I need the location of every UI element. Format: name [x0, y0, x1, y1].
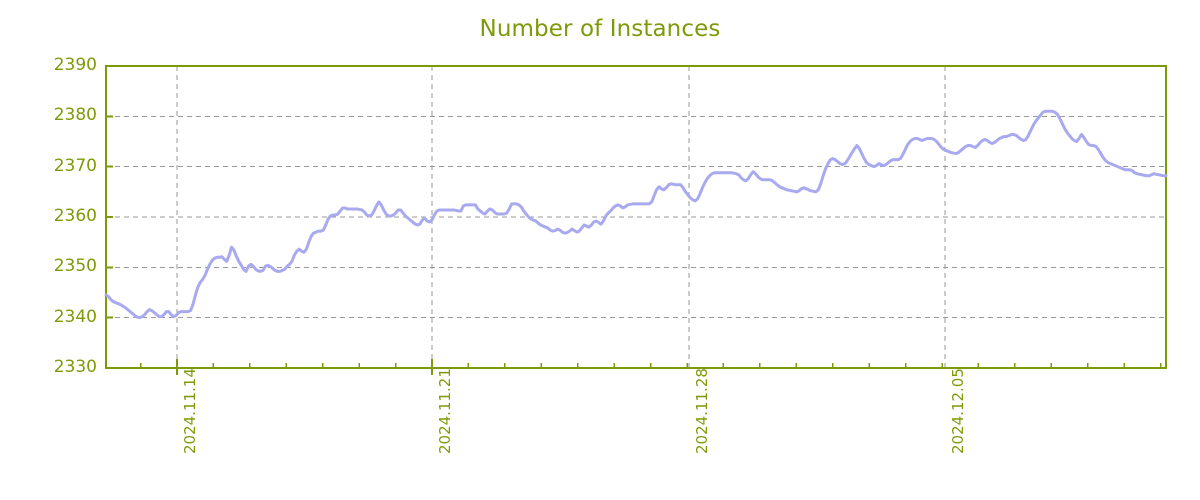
axis-frame: [105, 65, 1167, 369]
data-line: [104, 109, 1168, 320]
y-axis-tick-label: 2370: [53, 155, 97, 176]
plot-frame: [105, 65, 1167, 369]
x-axis-tick-label: 2024.11.21: [436, 368, 454, 454]
x-axis-tick-label: 2024.11.14: [181, 368, 199, 454]
y-axis-tick-label: 2380: [53, 105, 97, 126]
y-axis-tick-label: 2360: [53, 206, 97, 226]
grid-lines: [106, 65, 1166, 368]
y-axis-tick-label: 2390: [53, 55, 97, 75]
x-axis-tick-label: 2024.12.05: [949, 368, 967, 454]
axis-ticks: [106, 65, 1162, 375]
y-axis-tick-label: 2330: [53, 357, 97, 377]
chart-title: Number of Instances: [479, 16, 721, 42]
data-series-layer: [104, 109, 1168, 320]
x-axis-tick-label: 2024.11.28: [693, 368, 711, 454]
y-axis-tick-label: 2340: [53, 306, 97, 327]
y-axis-tick-label: 2350: [53, 256, 97, 277]
